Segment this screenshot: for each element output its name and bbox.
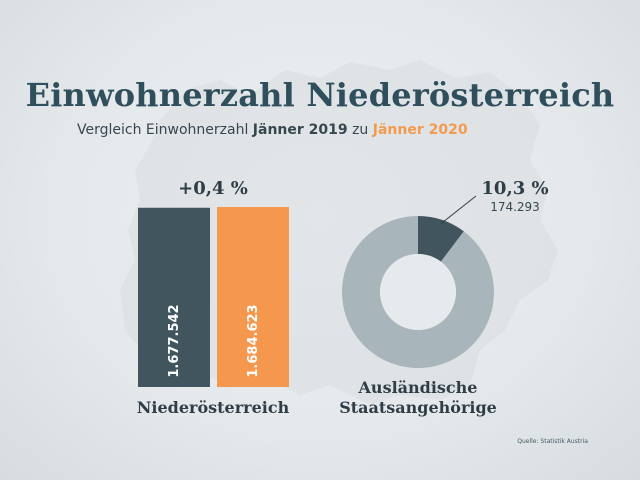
bar-chart: 1.677.542 1.684.623 — [138, 207, 289, 387]
page-subtitle: Vergleich Einwohnerzahl Jänner 2019 zu J… — [77, 122, 468, 138]
bar-value-label: 1.684.623 — [246, 304, 261, 377]
bar-change-label: +0,4 % — [178, 178, 248, 199]
bar-value-label: 1.677.542 — [167, 304, 182, 377]
bar-jänner-2020 — [217, 207, 289, 387]
donut-highlight-percent: 10,3 % — [481, 178, 549, 199]
page-title: Einwohnerzahl Niederösterreich — [25, 76, 615, 114]
donut-label-line-1: Ausländische — [358, 378, 478, 397]
bar-chart-xlabel: Niederösterreich — [136, 398, 290, 417]
bar-jänner-2019 — [138, 207, 210, 387]
donut-slice-rest — [342, 216, 495, 368]
subtitle-year-2019: Jänner 2019 — [252, 122, 348, 138]
subtitle-prefix: Vergleich Einwohnerzahl — [77, 122, 253, 138]
donut-label-line-2: Staatsangehörige — [339, 398, 497, 417]
donut-highlight-count: 174.293 — [490, 200, 540, 214]
subtitle-year-2020: Jänner 2020 — [372, 122, 468, 138]
donut-hole — [380, 254, 456, 330]
donut-chart-label: Ausländische Staatsangehörige — [318, 378, 518, 418]
donut-leader-line — [440, 195, 477, 225]
source-note: Quelle: Statistik Austria — [517, 438, 588, 445]
donut-chart — [342, 195, 495, 368]
donut-slice-foreign — [418, 216, 464, 262]
subtitle-mid: zu — [347, 122, 373, 138]
